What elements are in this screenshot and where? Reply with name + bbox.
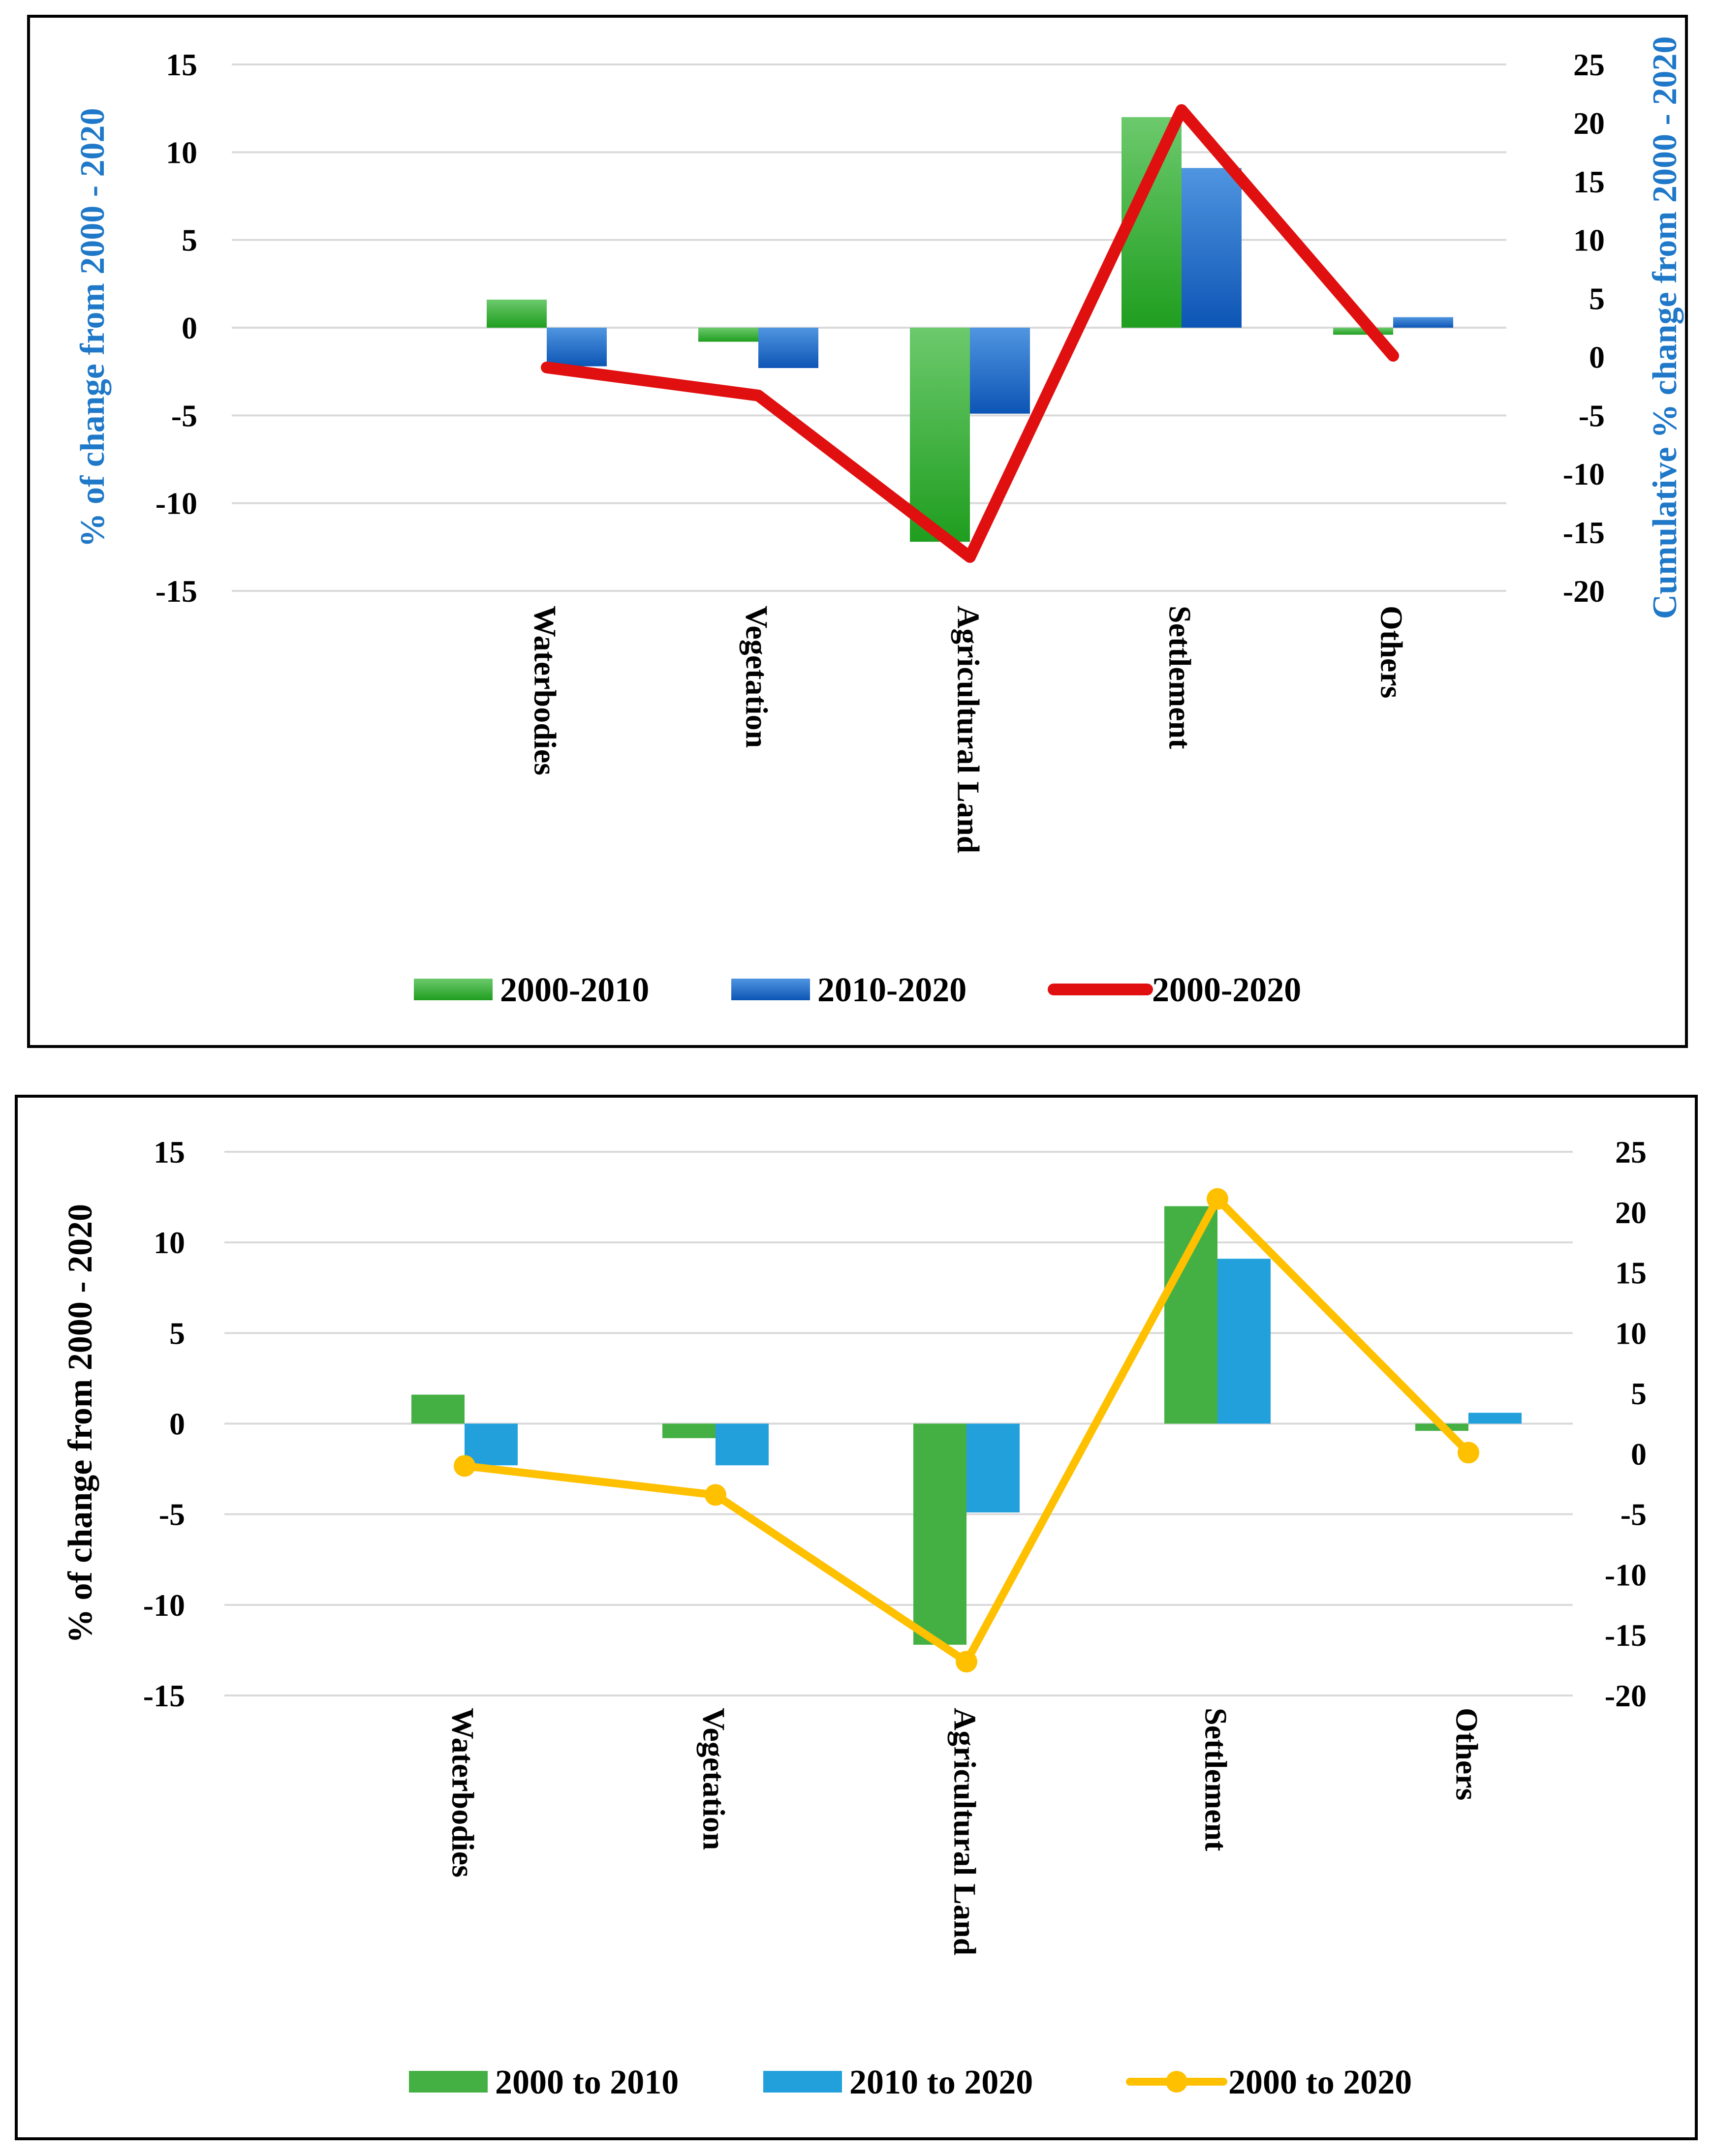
bar-2010-2020-agricultural-land — [970, 328, 1030, 414]
chart-bottom-svg: 15 10 5 0 -5 -10 -15 25 20 15 10 5 0 -5 -10 -15 -20 Water… — [62, 1135, 1647, 2101]
y2-tick-label: -5 — [1621, 1497, 1647, 1532]
y2-tick-label: -10 — [1563, 457, 1605, 492]
bar-2010-to-2020-settlement — [1217, 1259, 1271, 1424]
y2-tick-label: 15 — [1573, 164, 1605, 199]
y-tick-label: -5 — [159, 1497, 185, 1532]
y2-tick-label: 20 — [1615, 1195, 1647, 1230]
y2-tick-label: 5 — [1631, 1376, 1647, 1411]
category-label: Waterbodies — [528, 606, 562, 775]
y-tick-label: -5 — [171, 398, 197, 433]
y-tick-label: 10 — [154, 1225, 185, 1260]
category-label: Settlement — [1198, 1708, 1233, 1851]
y2-tick-label: -5 — [1579, 398, 1605, 433]
category-label: Vegetation — [739, 606, 774, 748]
y-tick-label: 10 — [166, 135, 197, 170]
bar-2010-to-2020-waterbodies — [465, 1423, 518, 1466]
line-point-settlement — [1207, 1188, 1228, 1210]
bar-2000-2010-vegetation — [698, 328, 758, 342]
y-tick-label: 15 — [154, 1135, 185, 1170]
bar-2000-to-2010-settlement — [1164, 1206, 1217, 1424]
bar-2010-2020-vegetation — [758, 328, 818, 369]
legend-marker — [1166, 2071, 1187, 2093]
y2-tick-label: 0 — [1589, 339, 1605, 374]
chart-panel-top: 15 10 5 0 -5 -10 -15 25 20 15 10 5 0 -5 -10 -15 -20 Water… — [27, 15, 1688, 1048]
bar-2010-to-2020-others — [1468, 1413, 1522, 1424]
line-series-2000-2020 — [541, 104, 1399, 563]
y2-tick-label: -10 — [1605, 1557, 1647, 1592]
category-label: Agricultural Land — [951, 606, 986, 853]
category-label: Vegetation — [696, 1708, 731, 1850]
legend-label: 2000-2020 — [1152, 971, 1301, 1009]
y-tick-label: -10 — [156, 486, 197, 521]
bar-2010-2020-others — [1393, 317, 1453, 328]
bar-2010-to-2020-vegetation — [716, 1423, 769, 1466]
legend-label: 2000-2010 — [500, 971, 649, 1009]
category-label: Waterbodies — [445, 1708, 480, 1878]
bar-2010-2020-settlement — [1182, 168, 1242, 328]
y2-tick-label: -15 — [1563, 515, 1605, 550]
line-point-agricultural-land — [956, 1651, 977, 1673]
legend-swatch-2000-2010 — [414, 979, 493, 1000]
line-point-vegetation — [705, 1484, 726, 1506]
legend-label: 2000 to 2020 — [1228, 2064, 1412, 2101]
bar-2000-2010-waterbodies — [487, 299, 547, 328]
y-tick-label: 0 — [182, 310, 197, 345]
line-point-others — [1458, 1442, 1479, 1464]
y2-tick-label: 10 — [1615, 1316, 1647, 1351]
legend-label: 2010-2020 — [817, 971, 966, 1009]
line-point-waterbodies — [454, 1455, 475, 1477]
category-label: Agricultural Land — [947, 1708, 982, 1955]
y-tick-label: -15 — [143, 1678, 185, 1713]
y-axis-title: % of change from 2000 - 2020 — [74, 108, 112, 547]
bar-2010-2020-waterbodies — [547, 328, 607, 367]
legend-swatch-2000-to-2010 — [409, 2071, 488, 2093]
y-tick-label: 5 — [169, 1316, 185, 1351]
bar-2000-2010-agricultural-land — [910, 328, 970, 542]
y2-tick-label: 5 — [1589, 281, 1605, 316]
y2-tick-label: 15 — [1615, 1256, 1647, 1291]
y2-tick-label: -20 — [1563, 574, 1605, 609]
y-tick-label: 0 — [169, 1407, 185, 1442]
bar-2000-to-2010-agricultural-land — [913, 1423, 966, 1645]
y-tick-label: 5 — [182, 223, 197, 258]
y2-axis-title: Cumulative % change from 2000 - 2020 — [1646, 36, 1684, 619]
y2-tick-label: 10 — [1573, 223, 1605, 258]
y2-tick-label: -20 — [1605, 1678, 1647, 1713]
y-tick-label: 15 — [166, 47, 197, 82]
y2-tick-label: 25 — [1615, 1135, 1647, 1170]
category-label: Others — [1449, 1708, 1484, 1800]
y2-tick-label: -15 — [1605, 1618, 1647, 1653]
y2-tick-label: 20 — [1573, 106, 1605, 141]
y-axis-title: % of change from 2000 - 2020 — [62, 1204, 99, 1643]
legend-swatch-2010-to-2020 — [763, 2071, 842, 2093]
legend-label: 2010 to 2020 — [849, 2064, 1033, 2101]
y-tick-label: -10 — [143, 1588, 185, 1623]
bar-2000-to-2010-waterbodies — [411, 1394, 465, 1424]
legend-swatch-2010-2020 — [731, 979, 810, 1000]
chart-top-svg: 15 10 5 0 -5 -10 -15 25 20 15 10 5 0 -5 -10 -15 -20 Water… — [74, 36, 1684, 1009]
chart-panel-bottom: 15 10 5 0 -5 -10 -15 25 20 15 10 5 0 -5 -10 -15 -20 Water… — [15, 1095, 1698, 2140]
bar-2000-to-2010-vegetation — [662, 1423, 716, 1438]
legend-label: 2000 to 2010 — [495, 2064, 679, 2101]
category-label: Others — [1374, 606, 1409, 698]
y-tick-label: -15 — [156, 574, 197, 609]
category-label: Settlement — [1162, 606, 1197, 749]
bar-2010-to-2020-agricultural-land — [966, 1423, 1020, 1512]
y2-tick-label: 0 — [1631, 1437, 1647, 1472]
y2-tick-label: 25 — [1573, 47, 1605, 82]
